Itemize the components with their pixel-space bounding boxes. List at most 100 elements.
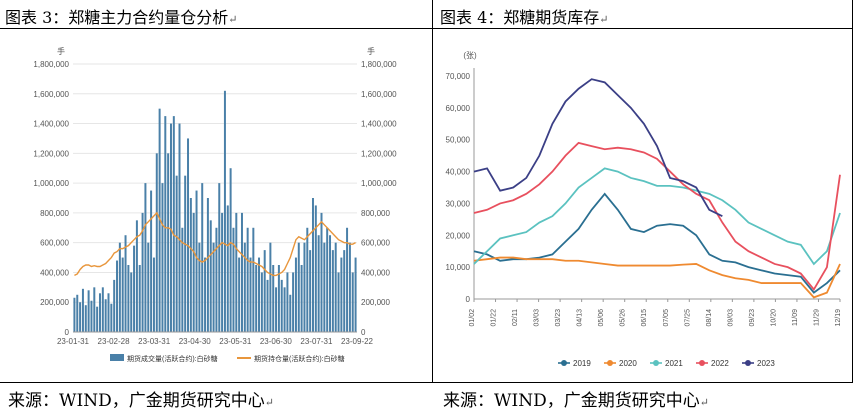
volume-bar <box>127 265 130 332</box>
volume-bar <box>107 293 110 332</box>
inventory-x-tick-label: 06/15 <box>641 309 648 327</box>
volume-bar <box>161 183 164 332</box>
inventory-line-2019 <box>473 192 841 294</box>
left-title-return-mark: ↵ <box>228 13 238 26</box>
open-interest-line <box>74 211 356 277</box>
volume-bar <box>141 212 144 332</box>
inventory-x-tick-label: 08/14 <box>706 309 713 327</box>
volume-bar <box>303 242 306 332</box>
inventory-line-2020 <box>473 256 841 299</box>
volume-bar <box>283 287 286 332</box>
inventory-line-2022 <box>473 141 841 292</box>
inventory-y-tick-label: 0 <box>466 295 471 304</box>
volume-bar <box>90 300 93 332</box>
right-source-text: 来源：WIND，广金期货研究中心 <box>443 391 700 411</box>
volume-bar <box>243 242 246 332</box>
inventory-y-tick-label: 50,000 <box>446 136 471 145</box>
left-axis-unit: 手 <box>57 46 65 56</box>
volume-bar <box>306 227 309 332</box>
volume-bar <box>277 265 280 332</box>
volume-bar <box>223 90 226 332</box>
inventory-y-unit: (张) <box>463 51 477 60</box>
volume-bar <box>320 212 323 332</box>
right-y-tick-label: 600,000 <box>361 239 390 248</box>
inventory-x-tick-label: 09/03 <box>727 309 734 327</box>
inventory-y-tick-label: 70,000 <box>446 72 471 81</box>
volume-bar <box>101 287 104 332</box>
left-source-return-mark: ↵ <box>264 396 274 409</box>
right-y-tick-label: 1,200,000 <box>361 149 397 158</box>
left-source-note: 来源：WIND，广金期货研究中心↵ <box>8 386 274 411</box>
legend-volume-swatch <box>110 354 124 361</box>
x-tick-label: 23-01-31 <box>57 337 90 346</box>
volume-bar <box>175 175 178 332</box>
volume-open-interest-chart: 0 0 200,000 200,000 400,000 400,000 600,000 600… <box>33 46 397 363</box>
volume-bar <box>178 123 181 332</box>
inventory-line-2021 <box>473 167 841 266</box>
volume-bar <box>116 260 119 332</box>
volume-bar <box>323 242 326 332</box>
volume-bar <box>240 212 243 332</box>
volume-bar <box>272 265 275 332</box>
right-y-tick-label: 0 <box>361 328 366 337</box>
volume-bar <box>73 297 76 332</box>
volume-bar <box>351 272 354 332</box>
volume-bar <box>155 153 158 332</box>
left-title-text: 图表 3：郑糖主力合约量仓分析 <box>5 8 229 27</box>
volume-bar <box>269 242 272 332</box>
right-border <box>852 0 853 382</box>
right-y-tick-label: 200,000 <box>361 298 390 307</box>
x-tick-label: 23-03-31 <box>138 337 171 346</box>
inventory-x-tick-label: 11/09 <box>792 309 799 326</box>
right-title-return-mark: ↵ <box>599 13 609 26</box>
inventory-y-tick-label: 10,000 <box>446 263 471 272</box>
inventory-x-tick-label: 07/25 <box>684 309 691 327</box>
inventory-line-2023 <box>473 78 723 217</box>
right-source-note: 来源：WIND，广金期货研究中心↵ <box>443 386 709 411</box>
volume-bar <box>138 265 141 332</box>
volume-bar <box>118 242 121 332</box>
volume-bar <box>152 257 155 332</box>
volume-bar <box>226 205 229 332</box>
legend-marker-2019 <box>561 360 567 366</box>
right-title-text: 图表 4：郑糖期货库存 <box>440 8 600 27</box>
x-tick-label: 23-07-31 <box>300 337 333 346</box>
right-axis-unit: 手 <box>367 46 375 56</box>
inventory-x-tick-label: 01/02 <box>469 309 476 327</box>
right-figure-title: 图表 4：郑糖期货库存↵ <box>440 4 609 28</box>
column-divider <box>432 0 433 382</box>
legend-marker-2020 <box>607 360 613 366</box>
volume-bar <box>130 272 133 332</box>
volume-bar <box>181 227 184 332</box>
inventory-x-tick-label: 04/13 <box>577 309 584 327</box>
volume-bar <box>104 299 107 332</box>
volume-bar <box>275 287 278 332</box>
inventory-y-tick-label: 40,000 <box>446 168 471 177</box>
volume-bar <box>84 305 87 332</box>
legend-marker-2021 <box>653 360 659 366</box>
volume-bar <box>169 123 172 332</box>
volume-bar <box>98 293 101 332</box>
inventory-y-tick-label: 30,000 <box>446 199 471 208</box>
volume-bar <box>317 235 320 332</box>
volume-bar <box>252 227 255 332</box>
volume-bar <box>235 212 238 332</box>
volume-bar <box>212 242 215 332</box>
volume-bar <box>232 227 235 332</box>
right-y-tick-label: 800,000 <box>361 209 390 218</box>
x-tick-label: 23-04-30 <box>179 337 212 346</box>
inventory-x-tick-label: 09/23 <box>749 309 756 327</box>
volume-bar <box>340 257 343 332</box>
inventory-y-tick-label: 20,000 <box>446 231 471 240</box>
volume-bar <box>93 287 96 332</box>
inventory-x-tick-label: 03/03 <box>534 309 541 327</box>
legend-label-2022: 2022 <box>711 359 729 368</box>
left-y-tick-label: 600,000 <box>40 239 69 248</box>
volume-bar <box>260 272 263 332</box>
volume-bar <box>294 257 297 332</box>
volume-bar <box>343 250 346 332</box>
legend-marker-2022 <box>699 360 705 366</box>
left-y-tick-label: 0 <box>65 328 70 337</box>
legend-volume-label: 期货成交量(活跃合约):白砂糖 <box>127 354 218 363</box>
volume-bar <box>121 257 124 332</box>
